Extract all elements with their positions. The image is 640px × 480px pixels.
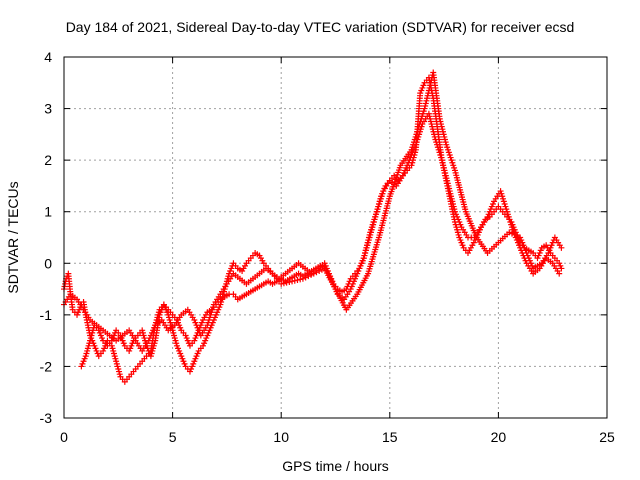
data-point-dense [291, 277, 298, 284]
plot-frame [63, 56, 608, 419]
data-point-dense [280, 280, 287, 287]
series-2 [61, 110, 563, 354]
x-tick-label: 10 [273, 429, 289, 445]
y-tick-label: -1 [40, 307, 53, 323]
y-axis-label: SDTVAR / TECUs [5, 181, 21, 293]
x-tick-label: 5 [169, 429, 177, 445]
data-point-dense [294, 277, 301, 284]
data-point-dense [283, 279, 290, 286]
chart-title: Day 184 of 2021, Sidereal Day-to-day VTE… [66, 19, 575, 35]
y-tick-label: -2 [40, 358, 53, 374]
axis-ticks: 0 5 10 15 20 25 -3 -2 -1 0 1 2 3 4 [40, 49, 615, 445]
x-axis-label: GPS time / hours [282, 458, 389, 474]
y-tick-label: 1 [44, 204, 52, 220]
data-point-dense [297, 276, 304, 283]
data-point [278, 280, 285, 287]
data-point [289, 278, 296, 285]
x-tick-label: 20 [491, 429, 507, 445]
x-tick-label: 15 [382, 429, 398, 445]
y-tick-label: 4 [44, 49, 52, 65]
series-1 [78, 69, 565, 375]
data-point-dense [286, 278, 293, 285]
data-point-dense [305, 273, 312, 280]
x-tick-label: 0 [60, 429, 68, 445]
y-tick-label: 3 [44, 101, 52, 117]
data-point [299, 275, 306, 282]
data-point [558, 265, 565, 272]
y-tick-label: 2 [44, 152, 52, 168]
grid-lines [64, 57, 607, 418]
data-marks [61, 69, 565, 385]
y-tick-label: 0 [44, 255, 52, 271]
data-point [558, 244, 565, 251]
data-point [556, 270, 563, 277]
x-tick-label: 25 [599, 429, 615, 445]
data-point-dense [302, 274, 309, 281]
y-tick-label: -3 [40, 410, 53, 426]
